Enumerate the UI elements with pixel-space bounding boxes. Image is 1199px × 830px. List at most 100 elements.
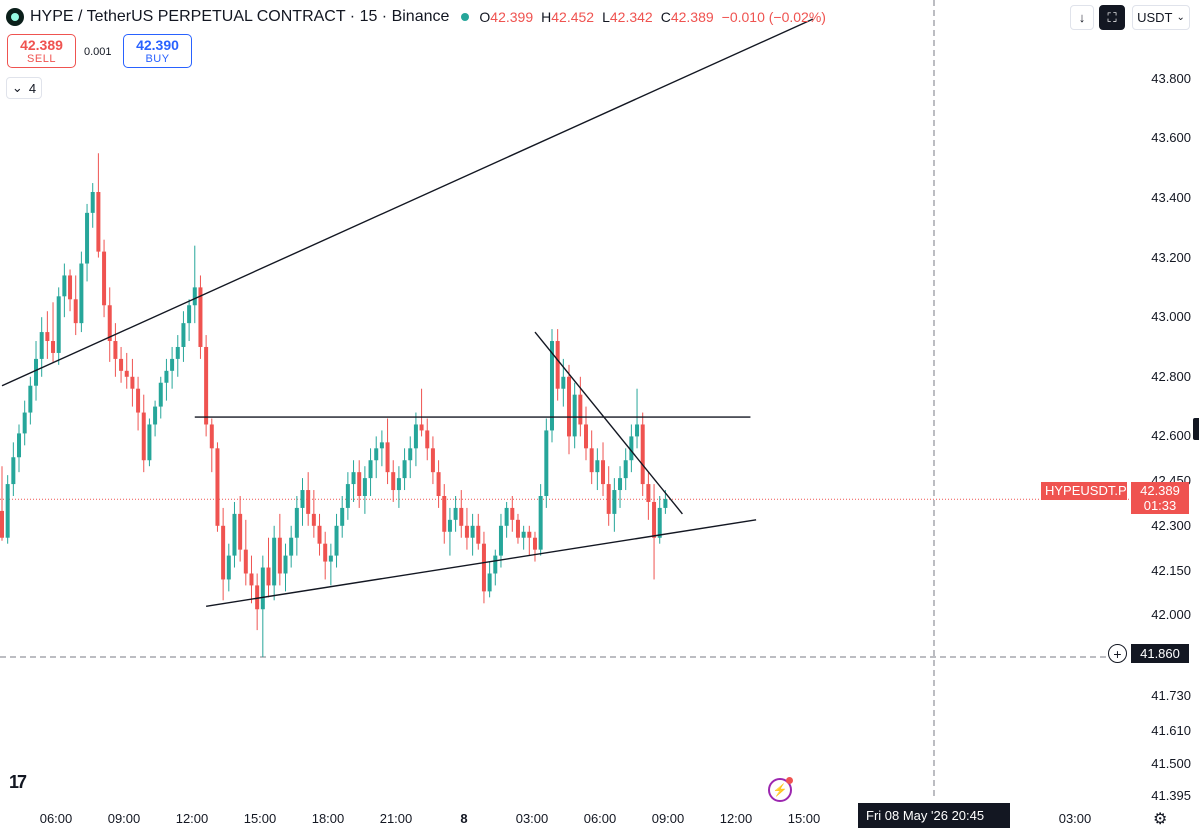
candle-body (595, 460, 600, 473)
low-label: L (602, 9, 610, 25)
symbol-logo-icon (6, 8, 24, 26)
candle-body (612, 490, 617, 514)
price-tick-label: 42.150 (1151, 562, 1191, 578)
price-tick-label: 42.300 (1151, 517, 1191, 533)
candle-body (68, 275, 73, 300)
candle-body (153, 406, 158, 425)
fullscreen-icon: ⛶ (1107, 9, 1117, 25)
candle-body (277, 537, 282, 574)
candle-body (544, 430, 549, 496)
arrow-down-icon: ↓ (1078, 10, 1086, 25)
candle-body (476, 525, 481, 544)
candle-body (379, 442, 384, 449)
price-tick-label: 41.500 (1151, 756, 1191, 772)
last-price-tag: 42.389 01:33 (1131, 482, 1189, 514)
price-tick-label: 42.000 (1151, 607, 1191, 623)
price-tick-label: 43.200 (1151, 249, 1191, 265)
candle-body (623, 460, 628, 479)
candle-body (266, 567, 271, 586)
candle-body (328, 555, 333, 562)
change-value: −0.010 (−0.02%) (721, 9, 826, 25)
candle-body (283, 555, 288, 574)
sell-label: SELL (27, 53, 56, 65)
candle-body (5, 484, 10, 538)
price-tick-label: 43.000 (1151, 309, 1191, 325)
candle-body (402, 460, 407, 479)
candle-body (226, 555, 231, 580)
candle-body (34, 358, 39, 386)
gear-icon[interactable]: ⚙ (1153, 811, 1168, 828)
time-tick-label: 21:00 (379, 811, 413, 826)
price-tick-label: 41.730 (1151, 687, 1191, 703)
fullscreen-button[interactable]: ⛶ (1099, 5, 1125, 30)
arrow-down-button[interactable]: ↓ (1070, 5, 1094, 30)
high-label: H (541, 9, 552, 25)
tradingview-logo-icon[interactable]: 17 (9, 772, 27, 792)
candle-body (470, 525, 475, 538)
chevron-down-icon: ⌄ (1176, 12, 1185, 23)
candle-body (272, 537, 277, 586)
candle-body (113, 341, 118, 359)
flash-news-icon[interactable]: ⚡ (768, 777, 793, 802)
candle-body (141, 412, 146, 461)
price-tick-label: 42.800 (1151, 368, 1191, 384)
candle-body (515, 519, 520, 538)
candle-body (209, 424, 214, 449)
candle-body (255, 585, 260, 610)
price-tick-label: 41.395 (1151, 787, 1191, 803)
candle-body (510, 507, 515, 520)
candle-body (79, 263, 84, 324)
open-label: O (479, 9, 491, 25)
candle-body (652, 501, 657, 538)
scroll-handle[interactable] (1193, 418, 1199, 440)
candle-body (589, 448, 594, 473)
time-tick-label: 8 (460, 811, 468, 826)
time-tick-label: 06:00 (39, 811, 73, 826)
symbol-title[interactable]: HYPE / TetherUS PERPETUAL CONTRACT · 15 … (30, 8, 450, 25)
candle-body (221, 525, 226, 580)
candle-body (487, 573, 492, 592)
candle-body (22, 412, 27, 434)
ohlc-values: O42.399 H42.452 L42.342 C42.389 −0.010 (… (479, 9, 826, 25)
candle-body (192, 287, 197, 306)
candle-body (481, 543, 486, 592)
candle-body (136, 388, 141, 413)
candle-body (232, 513, 237, 556)
candle-body (584, 424, 589, 449)
candle-body (130, 376, 135, 389)
buy-button[interactable]: 42.390 BUY (123, 34, 192, 68)
indicators-toggle-button[interactable]: ⌄ 4 (6, 77, 42, 99)
add-alert-plus-icon[interactable]: + (1108, 644, 1127, 663)
candle-body (107, 305, 112, 342)
candle-body (28, 385, 33, 413)
candle-body (567, 376, 571, 437)
candle-body (17, 433, 22, 458)
chevron-down-icon: ⌄ (11, 80, 23, 95)
time-tick-label: 15:00 (243, 811, 277, 826)
candle-body (124, 370, 129, 377)
candle-body (119, 358, 124, 371)
candle-body (170, 358, 175, 371)
candle-body (368, 460, 373, 479)
candle-body (85, 212, 90, 264)
currency-select[interactable]: USDT ⌄ (1132, 5, 1190, 30)
candle-body (413, 424, 418, 449)
candle-body (238, 513, 243, 550)
candle-body (357, 472, 362, 496)
candle-body (204, 346, 209, 425)
candle-body (323, 543, 328, 562)
currency-label: USDT (1137, 10, 1173, 25)
candle-body (51, 341, 56, 353)
buy-label: BUY (145, 53, 170, 65)
candle-body (164, 370, 169, 383)
spread-value: 0.001 (84, 46, 112, 58)
candle-body (181, 323, 186, 347)
time-tick-label: 09:00 (651, 811, 685, 826)
candle-body (640, 424, 645, 485)
candle-body (249, 573, 254, 586)
candle-body (436, 472, 441, 496)
candle-body (306, 490, 311, 514)
candle-body (351, 472, 356, 485)
sell-button[interactable]: 42.389 SELL (7, 34, 76, 68)
